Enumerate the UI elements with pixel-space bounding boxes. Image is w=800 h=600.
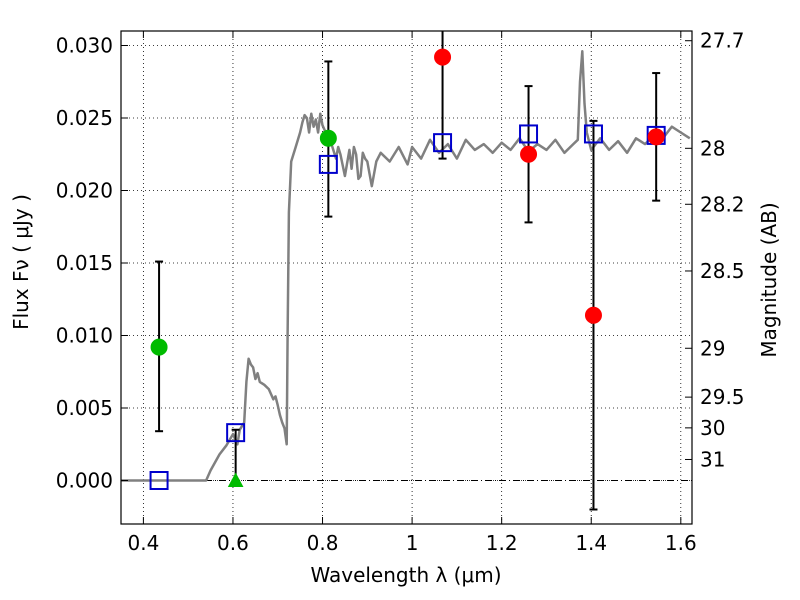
x-tick-label: 0.6	[217, 531, 249, 555]
square-marker	[583, 124, 603, 144]
square-marker	[226, 423, 246, 443]
right-axis-label: Magnitude (AB)	[757, 202, 781, 357]
mag-tick-label: 31	[700, 447, 725, 471]
y-tick-label: 0.020	[56, 179, 113, 203]
x-tick-label: 1	[406, 531, 419, 555]
x-tick-label: 1.4	[575, 531, 607, 555]
y-axis-label: Flux Fν ( μJy )	[9, 194, 33, 330]
square-marker	[519, 124, 539, 144]
mag-tick-label: 28.2	[700, 192, 745, 216]
y-tick-label: 0.010	[56, 324, 113, 348]
mag-tick-label: 28	[700, 136, 725, 160]
y-tick-label: 0.030	[56, 34, 113, 58]
square-marker	[149, 471, 169, 490]
y-tick-label: 0.015	[56, 251, 113, 275]
mag-tick-label: 28.5	[700, 259, 745, 283]
circle-marker	[647, 128, 665, 146]
axis-ticks	[121, 31, 692, 524]
data-markers	[149, 48, 666, 490]
model-spectrum	[121, 50, 691, 482]
y-tick-labels: 0.000 0.005 0.010 0.015 0.020 0.025 0.030	[56, 34, 113, 493]
grid	[121, 31, 692, 524]
triangle-marker	[227, 472, 244, 487]
square-marker	[433, 133, 453, 153]
plot-frame	[120, 30, 693, 525]
mag-tick-label: 30	[700, 416, 725, 440]
spectrum-line	[121, 50, 691, 482]
y-tick-label: 0.005	[56, 396, 113, 420]
x-tick-label: 1.6	[665, 531, 697, 555]
square-marker	[318, 154, 338, 174]
x-tick-labels: 0.4 0.6 0.8 1 1.2 1.4 1.6	[127, 531, 696, 555]
mag-tick-label: 29	[700, 336, 725, 360]
x-tick-label: 0.4	[127, 531, 159, 555]
circle-marker	[434, 48, 452, 66]
circle-marker	[520, 145, 538, 163]
circle-marker	[319, 129, 337, 147]
mag-tick-label: 27.7	[700, 29, 745, 53]
circle-marker	[584, 306, 602, 324]
circle-marker	[150, 338, 168, 356]
magnitude-tick-labels: 27.7 28 28.2 28.5 29 29.5 30 31	[700, 29, 745, 472]
y-tick-label: 0.000	[56, 469, 113, 493]
mag-tick-label: 29.5	[700, 385, 745, 409]
x-tick-label: 0.8	[307, 531, 339, 555]
x-axis-label: Wavelength λ (μm)	[310, 563, 501, 587]
y-tick-label: 0.025	[56, 106, 113, 130]
x-tick-label: 1.2	[486, 531, 518, 555]
